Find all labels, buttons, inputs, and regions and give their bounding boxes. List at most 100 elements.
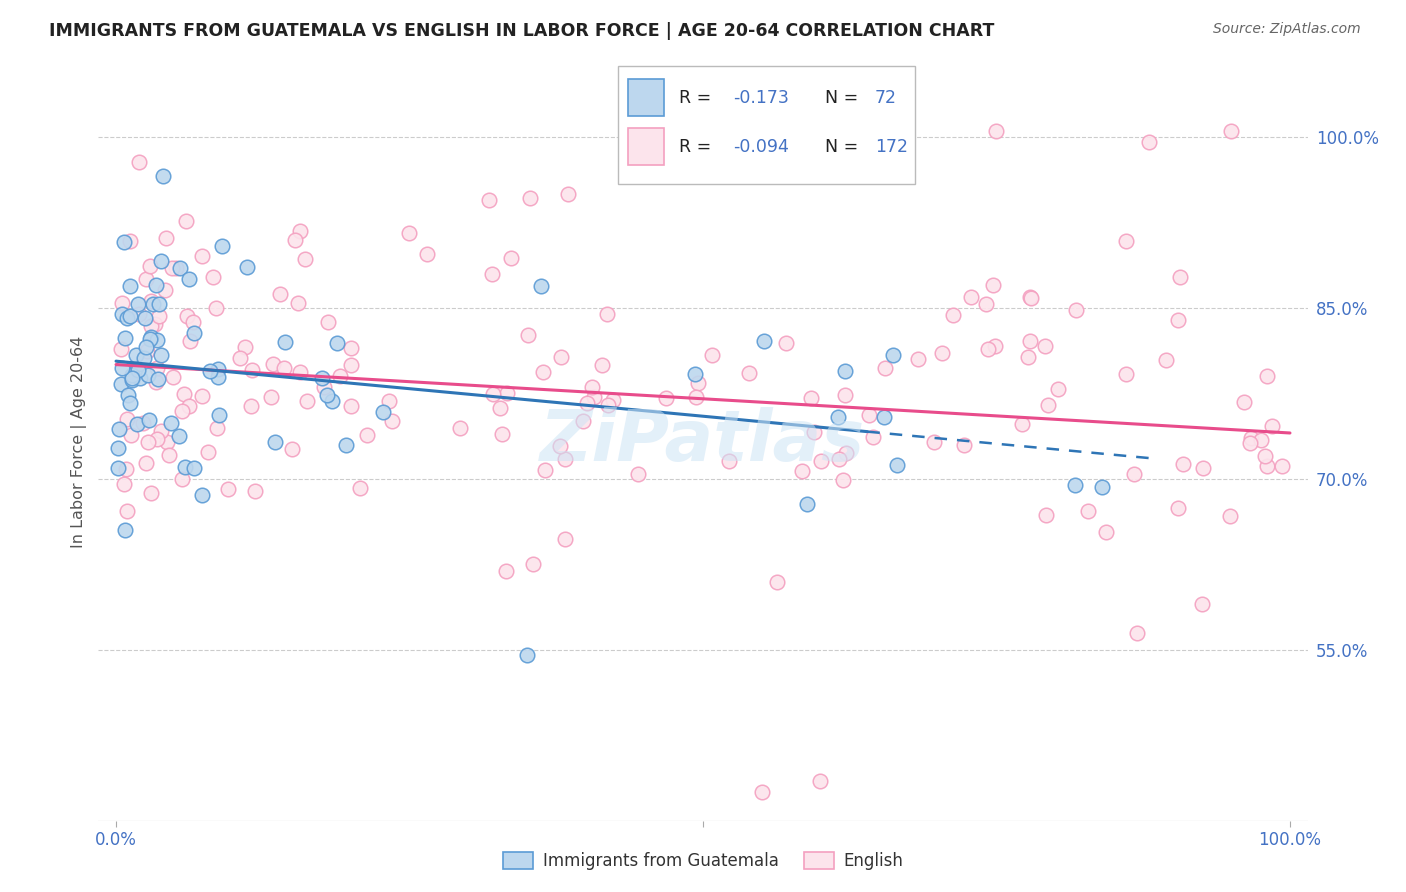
Point [152,169,174,184]
Point [201,269,224,284]
Point [832,473,855,487]
Text: 172: 172 [875,138,908,156]
Point [976,342,998,356]
Point [273,360,295,375]
Point [766,574,789,589]
Point [290,224,312,238]
Point [269,287,291,301]
Point [172,472,194,486]
Point [576,396,599,410]
Point [141,293,163,308]
Point [907,351,929,366]
Point [501,251,523,265]
Point [1011,417,1033,431]
Text: Source: ZipAtlas.com: Source: ZipAtlas.com [1213,22,1361,37]
Point [1167,312,1189,326]
Point [796,497,818,511]
Point [335,438,357,452]
Point [835,446,858,460]
Point [111,296,134,310]
Point [1240,431,1263,445]
Point [1064,302,1087,317]
Point [145,278,167,293]
Point [1256,458,1278,473]
Point [1115,234,1137,248]
Point [516,648,538,663]
Point [834,388,856,402]
Point [183,326,205,341]
Point [240,399,263,413]
Point [516,328,538,343]
Point [738,366,761,380]
Point [984,339,1007,353]
Point [135,456,157,470]
Point [700,348,723,362]
Point [340,358,363,372]
Point [1250,433,1272,447]
Point [329,369,352,384]
Point [288,365,311,379]
Point [790,464,813,478]
Point [1233,394,1256,409]
Point [134,310,156,325]
Point [217,483,239,497]
Point [554,532,576,546]
Point [1192,460,1215,475]
Point [150,348,173,362]
Point [482,387,505,401]
Point [107,422,129,436]
Point [530,279,553,293]
Point [295,394,318,409]
Point [316,315,339,329]
Legend: Immigrants from Guatemala, English: Immigrants from Guatemala, English [496,846,910,877]
Point [340,399,363,413]
Point [598,398,620,412]
Point [127,362,149,376]
Point [128,155,150,169]
Point [1253,449,1275,463]
Point [886,458,908,472]
Point [1094,525,1116,540]
Point [145,432,167,446]
Point [986,124,1008,138]
Point [602,393,624,408]
Point [229,351,252,366]
Point [1154,353,1177,368]
Point [207,369,229,384]
Point [1261,419,1284,434]
Point [110,342,132,356]
FancyBboxPatch shape [628,79,664,116]
Point [260,390,283,404]
Point [157,448,180,462]
Point [145,360,167,375]
Point [378,393,401,408]
Point [114,462,136,476]
Point [233,340,256,354]
Point [349,481,371,495]
Point [922,434,945,449]
Point [1033,338,1056,352]
Point [398,226,420,240]
Text: R =: R = [679,89,717,107]
Point [1137,135,1160,149]
Point [242,362,264,376]
Point [489,401,512,416]
Point [775,336,797,351]
Text: N =: N = [814,138,865,156]
Point [121,371,143,385]
Point [177,272,200,286]
Point [1126,625,1149,640]
Point [686,376,709,390]
Point [125,348,148,362]
Point [124,366,146,380]
Point [197,445,219,459]
Point [118,309,141,323]
Point [236,260,259,275]
Point [143,317,166,331]
Point [208,408,231,422]
Point [141,486,163,500]
Point [138,412,160,426]
Point [117,388,139,402]
Point [873,410,896,425]
Text: -0.094: -0.094 [734,138,789,156]
